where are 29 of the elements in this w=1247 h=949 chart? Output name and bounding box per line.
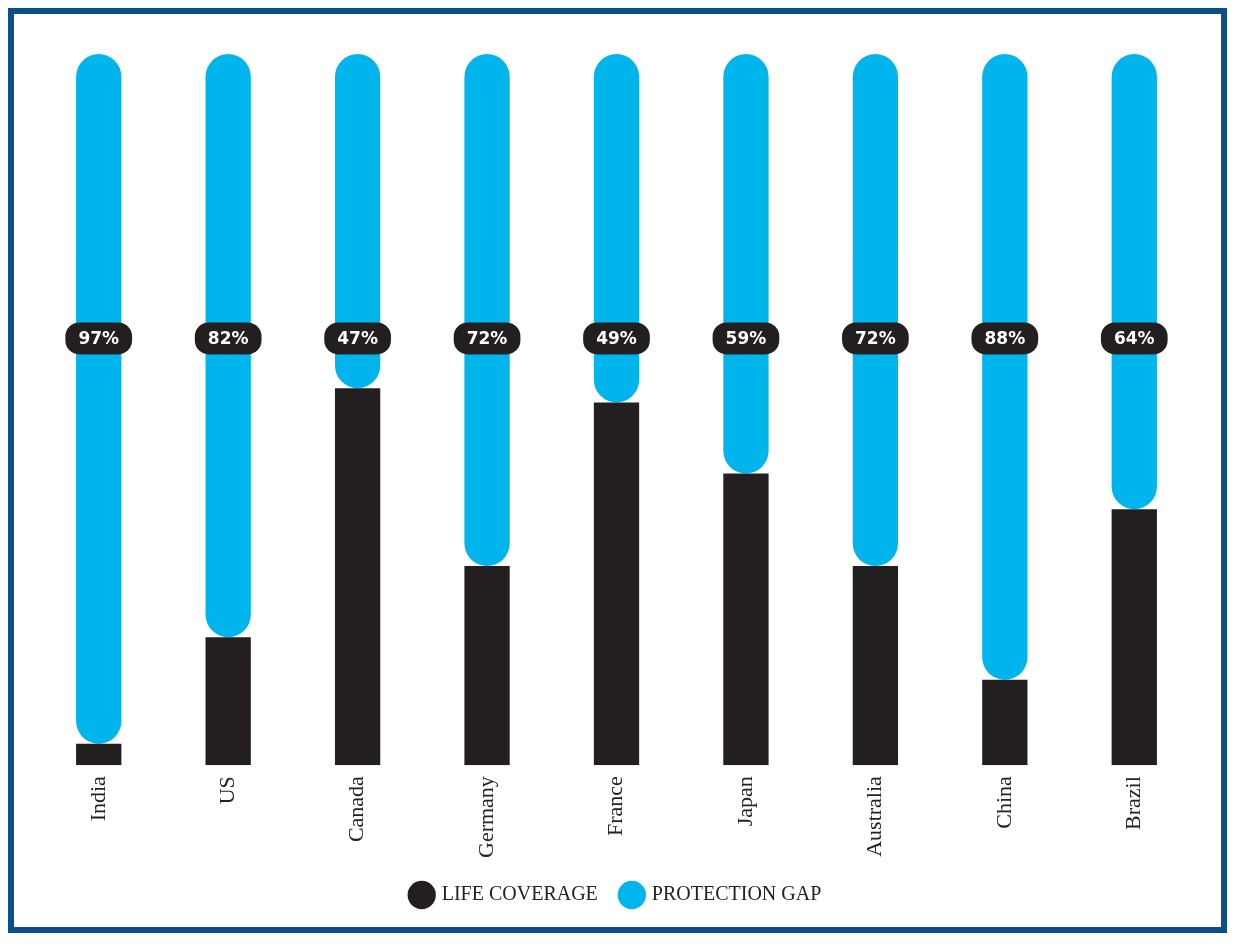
- bar: [205, 637, 251, 766]
- data-label: 49%: [596, 327, 637, 348]
- data-label: 64%: [1113, 327, 1155, 348]
- legend-label: PROTECTION GAP: [651, 882, 822, 905]
- data-label: 82%: [207, 327, 249, 348]
- data-label: 88%: [984, 327, 1026, 348]
- data-label: 59%: [725, 327, 767, 348]
- legend-label: LIFE COVERAGE: [441, 882, 598, 905]
- bar: [464, 566, 510, 766]
- data-label: 72%: [466, 327, 508, 348]
- x-tick-label: US: [213, 776, 239, 805]
- data-label: 47%: [337, 327, 378, 348]
- x-tick-label: India: [84, 775, 110, 822]
- x-tick-label: Canada: [343, 775, 369, 843]
- x-tick-label: China: [990, 775, 1016, 829]
- bar: [723, 473, 769, 766]
- bar: [852, 566, 899, 766]
- data-label: 72%: [855, 327, 896, 348]
- data-label: 97%: [78, 327, 120, 348]
- x-tick-label: Germany: [472, 776, 498, 858]
- bar: [334, 388, 381, 766]
- x-tick-label: Japan: [731, 776, 757, 827]
- x-tick-label: France: [602, 776, 628, 836]
- x-tick-label: Brazil: [1120, 776, 1146, 830]
- bar: [593, 402, 640, 766]
- bar: [1111, 509, 1157, 766]
- bar: [76, 743, 122, 766]
- x-tick-label: Australia: [861, 775, 887, 857]
- bar: [982, 679, 1028, 766]
